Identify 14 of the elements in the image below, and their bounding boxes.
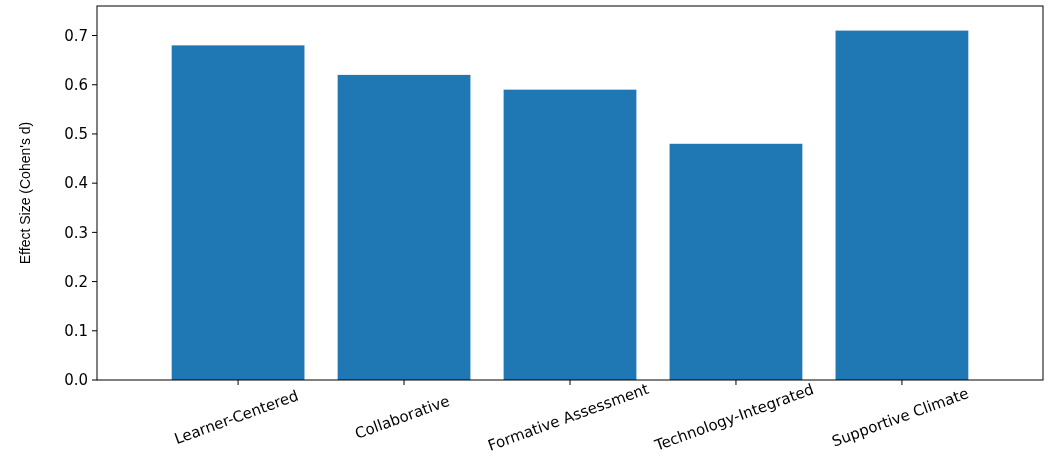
y-tick-label: 0.5	[64, 125, 88, 144]
bar	[337, 74, 471, 380]
y-tick-label: 0.6	[64, 75, 88, 94]
y-tick-label: 0.2	[64, 272, 88, 291]
bar	[669, 143, 803, 380]
y-tick-label: 0.7	[64, 26, 88, 45]
y-tick-label: 0.3	[64, 223, 88, 242]
y-tick-label: 0.4	[64, 174, 88, 193]
bar	[835, 30, 969, 380]
y-tick-label: 0.0	[64, 371, 88, 390]
y-tick-label: 0.1	[64, 322, 88, 341]
y-axis-title: Effect Size (Cohen's d)	[17, 121, 33, 265]
bar	[171, 45, 305, 380]
bar	[503, 89, 637, 380]
